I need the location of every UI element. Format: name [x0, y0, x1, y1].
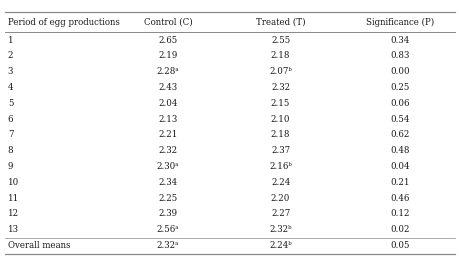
Text: 2.34: 2.34	[158, 178, 177, 187]
Text: 0.83: 0.83	[390, 51, 409, 61]
Text: 0.06: 0.06	[390, 99, 409, 108]
Text: 5: 5	[8, 99, 13, 108]
Text: 9: 9	[8, 162, 13, 171]
Text: 2: 2	[8, 51, 13, 61]
Text: 0.05: 0.05	[390, 241, 409, 250]
Text: 2.43: 2.43	[158, 83, 177, 92]
Text: 2.32ᵇ: 2.32ᵇ	[269, 225, 291, 234]
Text: 2.65: 2.65	[158, 36, 177, 45]
Text: Period of egg productions: Period of egg productions	[8, 18, 119, 27]
Text: 1: 1	[8, 36, 13, 45]
Text: 0.62: 0.62	[390, 131, 409, 139]
Text: 2.27: 2.27	[270, 210, 290, 218]
Text: 2.28ᵃ: 2.28ᵃ	[156, 67, 179, 76]
Text: 11: 11	[8, 194, 19, 203]
Text: Significance (P): Significance (P)	[365, 18, 433, 27]
Text: 2.18: 2.18	[270, 131, 290, 139]
Text: 2.56ᵃ: 2.56ᵃ	[157, 225, 179, 234]
Text: 2.30ᵃ: 2.30ᵃ	[157, 162, 179, 171]
Text: 7: 7	[8, 131, 13, 139]
Text: 0.04: 0.04	[390, 162, 409, 171]
Text: 2.10: 2.10	[270, 115, 290, 124]
Text: 3: 3	[8, 67, 13, 76]
Text: 0.02: 0.02	[390, 225, 409, 234]
Text: 13: 13	[8, 225, 19, 234]
Text: 0.00: 0.00	[390, 67, 409, 76]
Text: 2.24ᵇ: 2.24ᵇ	[269, 241, 291, 250]
Text: 0.25: 0.25	[390, 83, 409, 92]
Text: Control (C): Control (C)	[143, 18, 192, 27]
Text: 2.19: 2.19	[158, 51, 177, 61]
Text: 2.15: 2.15	[270, 99, 290, 108]
Text: 2.20: 2.20	[270, 194, 290, 203]
Text: Overall means: Overall means	[8, 241, 70, 250]
Text: 2.55: 2.55	[270, 36, 290, 45]
Text: 2.37: 2.37	[270, 146, 290, 155]
Text: 0.21: 0.21	[390, 178, 409, 187]
Text: 2.25: 2.25	[158, 194, 177, 203]
Text: 2.32: 2.32	[158, 146, 177, 155]
Text: 0.34: 0.34	[390, 36, 409, 45]
Text: 0.48: 0.48	[390, 146, 409, 155]
Text: 2.32ᵃ: 2.32ᵃ	[157, 241, 179, 250]
Text: 12: 12	[8, 210, 19, 218]
Text: 2.04: 2.04	[158, 99, 177, 108]
Text: 2.18: 2.18	[270, 51, 290, 61]
Text: 8: 8	[8, 146, 13, 155]
Text: 0.46: 0.46	[390, 194, 409, 203]
Text: Treated (T): Treated (T)	[255, 18, 305, 27]
Text: 0.54: 0.54	[390, 115, 409, 124]
Text: 2.13: 2.13	[158, 115, 177, 124]
Text: 2.21: 2.21	[158, 131, 177, 139]
Text: 2.07ᵇ: 2.07ᵇ	[269, 67, 291, 76]
Text: 4: 4	[8, 83, 13, 92]
Text: 2.39: 2.39	[158, 210, 177, 218]
Text: 10: 10	[8, 178, 19, 187]
Text: 2.24: 2.24	[270, 178, 290, 187]
Text: 2.16ᵇ: 2.16ᵇ	[269, 162, 291, 171]
Text: 6: 6	[8, 115, 13, 124]
Text: 2.32: 2.32	[270, 83, 290, 92]
Text: 0.12: 0.12	[390, 210, 409, 218]
